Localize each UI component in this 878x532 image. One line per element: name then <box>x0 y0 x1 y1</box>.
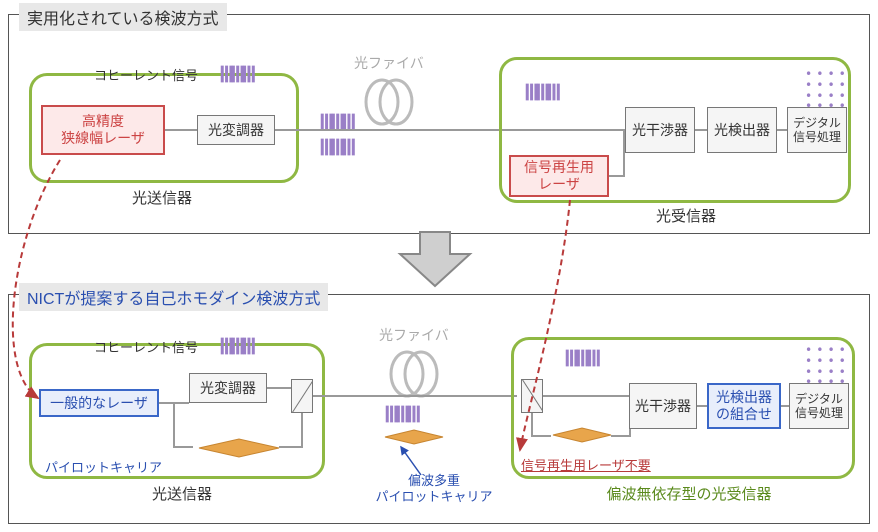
dash-arrow-laser <box>0 0 878 532</box>
